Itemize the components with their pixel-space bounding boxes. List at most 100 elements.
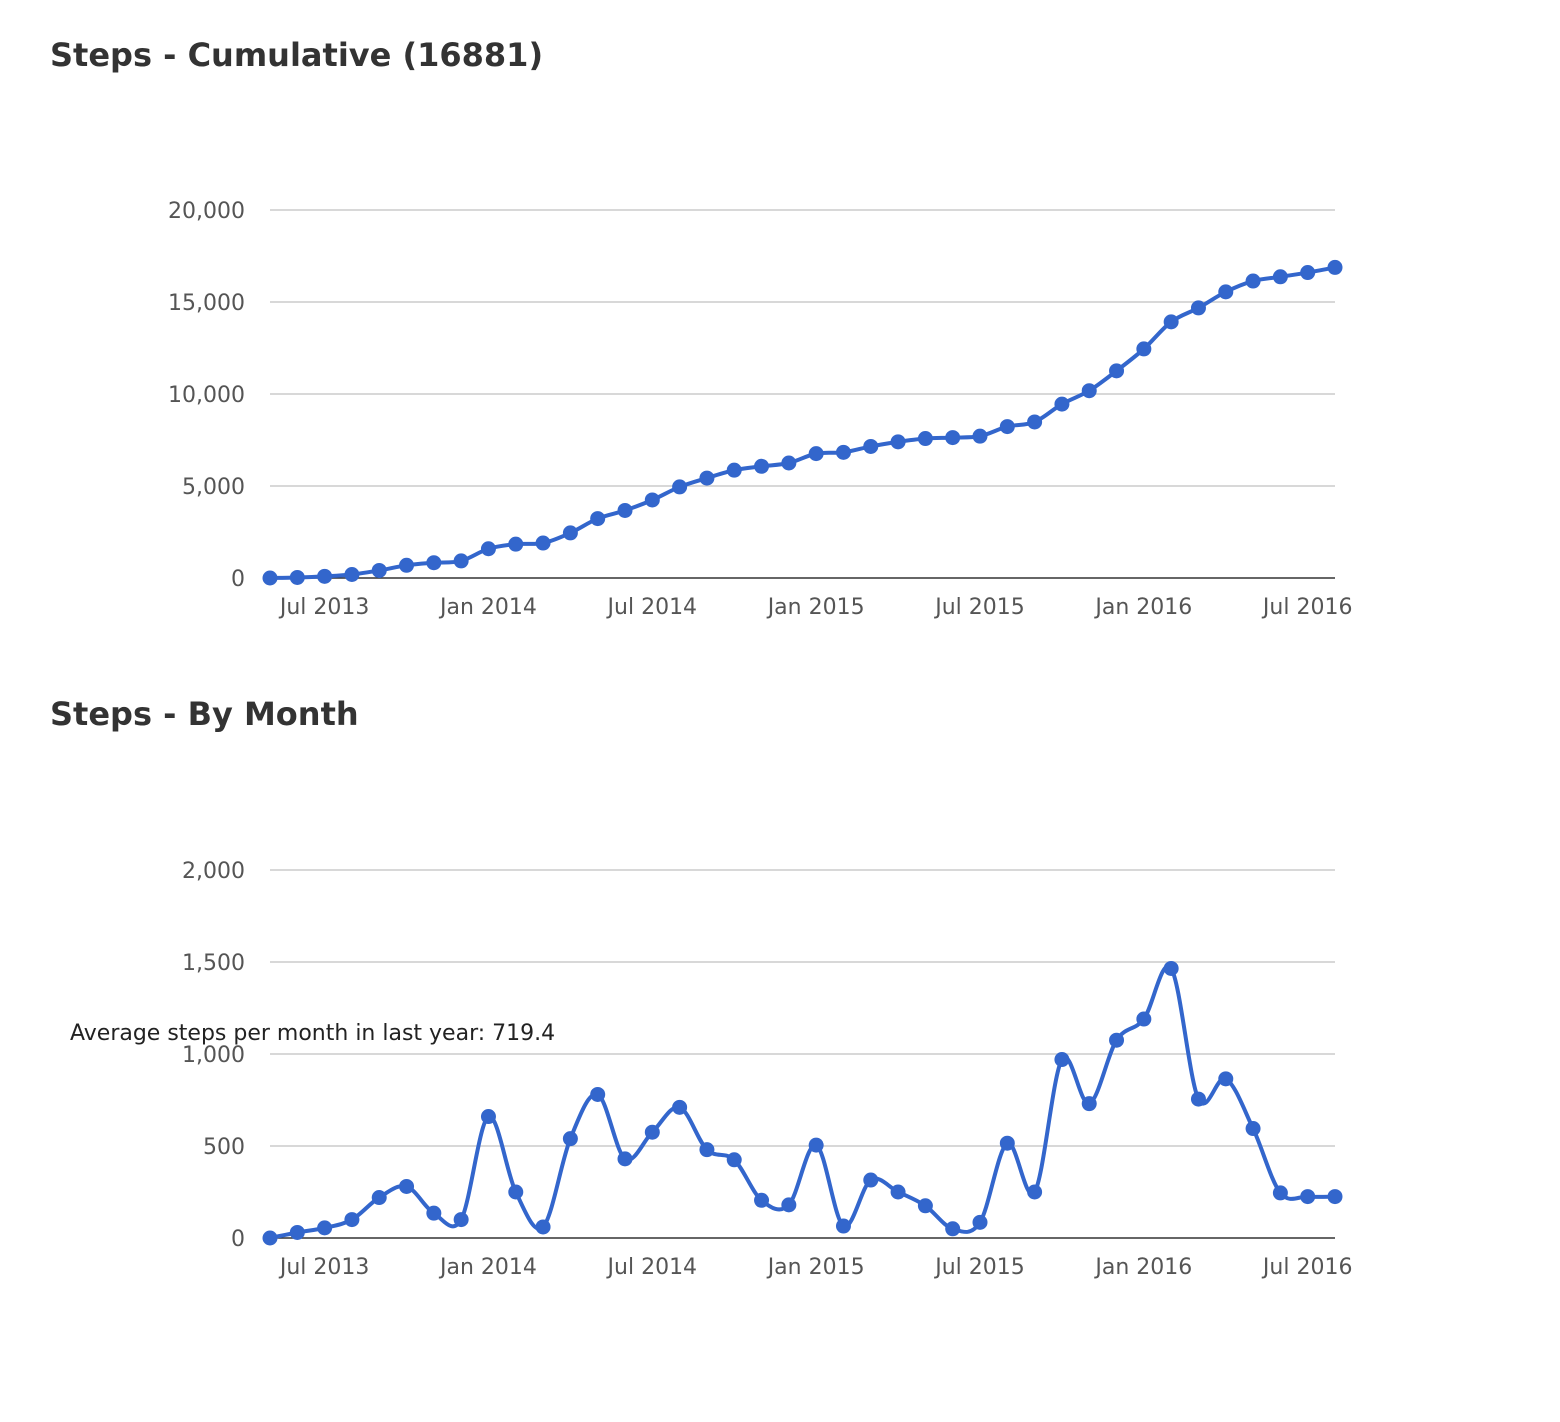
cumulative-data-point[interactable] — [1163, 314, 1179, 330]
monthly-data-point[interactable] — [754, 1192, 770, 1208]
monthly-data-point[interactable] — [317, 1220, 333, 1236]
monthly-data-point[interactable] — [1136, 1011, 1152, 1027]
monthly-data-point[interactable] — [617, 1151, 633, 1167]
monthly-data-point[interactable] — [1327, 1189, 1343, 1205]
cumulative-data-point[interactable] — [945, 430, 961, 446]
cumulative-xtick-label: Jan 2014 — [438, 595, 537, 620]
cumulative-data-point[interactable] — [1109, 363, 1125, 379]
monthly-data-point[interactable] — [590, 1086, 606, 1102]
cumulative-data-point[interactable] — [1027, 414, 1043, 430]
monthly-data-point[interactable] — [344, 1212, 360, 1228]
monthly-data-point[interactable] — [1081, 1096, 1097, 1112]
cumulative-data-point[interactable] — [1300, 265, 1316, 281]
monthly-xtick-label: Jan 2015 — [766, 1255, 865, 1280]
cumulative-xtick-label: Jul 2014 — [606, 595, 698, 620]
monthly-data-point[interactable] — [672, 1099, 688, 1115]
monthly-data-point[interactable] — [371, 1190, 387, 1206]
cumulative-data-point[interactable] — [808, 446, 824, 462]
monthly-data-point[interactable] — [562, 1131, 578, 1147]
cumulative-data-point[interactable] — [863, 438, 879, 454]
monthly-data-point[interactable] — [1054, 1052, 1070, 1068]
monthly-data-point[interactable] — [426, 1205, 442, 1221]
monthly-data-point[interactable] — [1190, 1091, 1206, 1107]
cumulative-xtick-label: Jul 2013 — [278, 595, 370, 620]
cumulative-data-point[interactable] — [1136, 341, 1152, 357]
cumulative-data-point[interactable] — [999, 419, 1015, 435]
cumulative-data-point[interactable] — [480, 541, 496, 557]
cumulative-data-point[interactable] — [644, 492, 660, 508]
cumulative-data-point[interactable] — [508, 536, 524, 552]
cumulative-xtick-label: Jul 2015 — [933, 595, 1025, 620]
monthly-data-point[interactable] — [1163, 960, 1179, 976]
monthly-data-point[interactable] — [262, 1230, 278, 1246]
cumulative-data-point[interactable] — [371, 562, 387, 578]
cumulative-data-point[interactable] — [781, 455, 797, 471]
chart-title-monthly: Steps - By Month — [50, 695, 359, 733]
monthly-ytick-label: 2,000 — [182, 859, 245, 884]
monthly-data-point[interactable] — [1027, 1184, 1043, 1200]
monthly-data-point[interactable] — [726, 1152, 742, 1168]
cumulative-data-point[interactable] — [399, 557, 415, 573]
monthly-data-point[interactable] — [480, 1109, 496, 1125]
monthly-data-point[interactable] — [1272, 1185, 1288, 1201]
monthly-data-point[interactable] — [535, 1219, 551, 1235]
cumulative-data-point[interactable] — [562, 525, 578, 541]
monthly-data-point[interactable] — [453, 1212, 469, 1228]
cumulative-data-point[interactable] — [289, 569, 305, 585]
cumulative-data-point[interactable] — [617, 502, 633, 518]
cumulative-data-point[interactable] — [317, 568, 333, 584]
cumulative-data-point[interactable] — [835, 444, 851, 460]
cumulative-data-point[interactable] — [1327, 259, 1343, 275]
monthly-data-point[interactable] — [644, 1124, 660, 1140]
cumulative-xtick-label: Jul 2016 — [1261, 595, 1353, 620]
cumulative-data-point[interactable] — [426, 555, 442, 571]
cumulative-data-point[interactable] — [535, 535, 551, 551]
cumulative-data-point[interactable] — [917, 431, 933, 447]
monthly-steps-chart: 0 500 1,000 1,500 2,000 Jul 2013 Jan 2014 Jul 2… — [182, 859, 1352, 1280]
cumulative-data-point[interactable] — [1218, 284, 1234, 300]
cumulative-data-point[interactable] — [1054, 396, 1070, 412]
monthly-data-point[interactable] — [399, 1178, 415, 1194]
monthly-data-point[interactable] — [863, 1172, 879, 1188]
cumulative-xtick-label: Jan 2016 — [1093, 595, 1192, 620]
monthly-data-point[interactable] — [699, 1142, 715, 1158]
cumulative-data-point[interactable] — [344, 567, 360, 583]
monthly-data-point[interactable] — [1109, 1032, 1125, 1048]
monthly-data-point[interactable] — [835, 1218, 851, 1234]
chart-title-cumulative: Steps - Cumulative (16881) — [50, 36, 544, 74]
monthly-data-point[interactable] — [1300, 1189, 1316, 1205]
monthly-xtick-label: Jul 2014 — [606, 1255, 698, 1280]
cumulative-data-point[interactable] — [453, 553, 469, 569]
monthly-data-point[interactable] — [1218, 1071, 1234, 1087]
average-steps-note: Average steps per month in last year: 71… — [70, 1021, 556, 1046]
cumulative-data-point[interactable] — [590, 511, 606, 527]
cumulative-series-line — [269, 265, 1336, 580]
monthly-data-point[interactable] — [890, 1184, 906, 1200]
monthly-data-point[interactable] — [945, 1221, 961, 1237]
monthly-data-point[interactable] — [972, 1214, 988, 1230]
cumulative-data-point[interactable] — [699, 470, 715, 486]
cumulative-data-point[interactable] — [754, 458, 770, 474]
cumulative-data-point[interactable] — [726, 462, 742, 478]
cumulative-data-point[interactable] — [972, 428, 988, 444]
monthly-data-point[interactable] — [808, 1137, 824, 1153]
cumulative-data-point[interactable] — [672, 479, 688, 495]
monthly-data-point[interactable] — [508, 1184, 524, 1200]
cumulative-ytick-label: 10,000 — [168, 383, 245, 408]
monthly-data-point[interactable] — [917, 1198, 933, 1214]
monthly-ytick-label: 1,000 — [182, 1043, 245, 1068]
monthly-ytick-label: 1,500 — [182, 951, 245, 976]
monthly-data-point[interactable] — [289, 1224, 305, 1240]
cumulative-steps-chart: 0 5,000 10,000 15,000 20,000 Jul 2013 Jan 2014… — [168, 199, 1353, 620]
monthly-xtick-label: Jul 2015 — [933, 1255, 1025, 1280]
cumulative-data-point[interactable] — [1081, 383, 1097, 399]
cumulative-data-point[interactable] — [1190, 300, 1206, 316]
cumulative-data-point[interactable] — [1245, 273, 1261, 289]
cumulative-data-point[interactable] — [262, 570, 278, 586]
monthly-data-point[interactable] — [1245, 1121, 1261, 1137]
cumulative-data-point[interactable] — [1272, 269, 1288, 285]
cumulative-ytick-label: 0 — [231, 567, 245, 592]
cumulative-data-point[interactable] — [890, 434, 906, 450]
monthly-data-point[interactable] — [781, 1197, 797, 1213]
monthly-data-point[interactable] — [999, 1135, 1015, 1151]
